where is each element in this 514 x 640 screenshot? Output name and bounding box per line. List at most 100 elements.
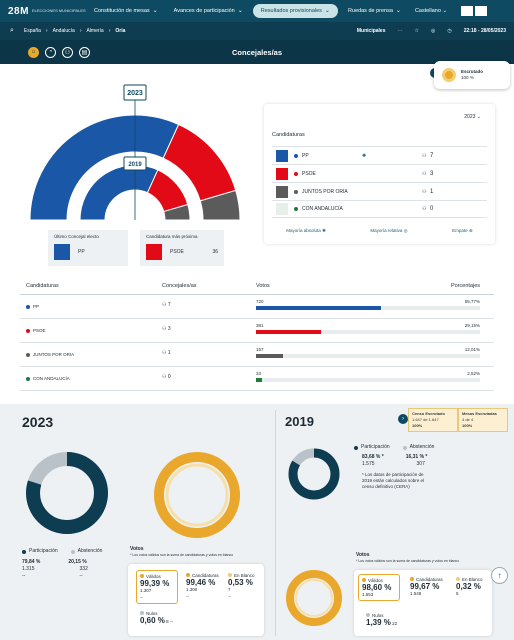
validos-pct: 98,60 %: [362, 583, 392, 592]
party-dot: [26, 328, 30, 333]
people-view-icon[interactable]: ⚇: [62, 46, 73, 58]
logo[interactable]: 28M ELECCIONES MUNICIPALES: [0, 6, 86, 17]
majority-absolute[interactable]: Mayoría absoluta ✺: [286, 228, 326, 233]
nulos-prev: --: [169, 619, 173, 624]
table-row[interactable]: JUNTOS POR ORIA ⚇ 1 157 12,01%: [20, 343, 494, 367]
votes-card-2023: Válidos 99,39 % 1.307 -- Candidaturas 99,46 …: [128, 564, 264, 636]
majority-relative[interactable]: Mayoría relativa ◎: [370, 228, 408, 233]
chevron-down-icon: ⌄: [237, 8, 243, 14]
candidate-row[interactable]: CON ANDALUCÍA ⚇ 0: [272, 200, 487, 218]
blanco-pct: 0,53 %: [228, 578, 253, 587]
seats-view-icon[interactable]: ⌂: [28, 46, 39, 58]
row-party: PSOE: [26, 328, 46, 333]
nulos-cell: Nulos 1,39 % 22: [366, 612, 397, 627]
nav-ruedas[interactable]: Ruedas de prensa ⌄: [340, 0, 409, 22]
party-dot: [294, 207, 298, 211]
validos-prev: --: [140, 595, 143, 600]
main-nav: Constitución de mesas ⌄ Avances de partic…: [86, 0, 409, 22]
seat-segment[interactable]: [79, 164, 159, 221]
col-porcentajes[interactable]: Porcentajes: [450, 282, 480, 289]
chart-view-icon[interactable]: ◔: [45, 46, 56, 58]
nulos-pct: 0,60 %: [140, 616, 165, 625]
document-view-icon[interactable]: ▤: [79, 46, 90, 58]
votos-note: * Los votos válidos son la suma de candi…: [130, 553, 234, 557]
candidate-seats: 7: [430, 152, 434, 159]
next-closest-party: PSOE: [170, 249, 184, 255]
candidate-name: PSOE: [302, 170, 316, 177]
row-bar-track: [256, 330, 480, 334]
year-label-2023: 2023: [127, 90, 143, 97]
star-icon[interactable]: ☆: [414, 28, 419, 34]
row-seats-value: 7: [167, 302, 171, 308]
year-label-box: [123, 84, 147, 101]
person-icon: ⚇: [422, 188, 427, 195]
page-title: Concejales/as: [231, 47, 283, 57]
con-andalucia-logo: [276, 203, 288, 215]
votos-title: Votos: [356, 552, 370, 558]
table-row[interactable]: PP ⚇ 7 720 55,77%: [20, 295, 494, 319]
seat-segment[interactable]: [29, 114, 180, 221]
row-votes: 720: [256, 299, 264, 304]
section-select[interactable]: Municipales: [356, 28, 386, 34]
abstention-label: Abstención: [409, 444, 435, 450]
year-select[interactable]: 2023 ⌄: [464, 114, 481, 120]
tie[interactable]: Empate ⊕: [452, 228, 473, 233]
nav-label: Constitución de mesas: [94, 8, 150, 14]
nulos-dot: [366, 613, 370, 617]
seat-segment[interactable]: [163, 203, 191, 221]
nav-avances[interactable]: Avances de participación ⌄: [166, 0, 251, 22]
candidate-name: CON ANDALUCÍA: [302, 206, 343, 212]
participation-arc: [288, 448, 340, 500]
blanco-cell: En Blanco 0,32 % 5: [456, 576, 483, 597]
share-icon[interactable]: ⋯: [397, 28, 403, 34]
party-dot: [294, 153, 298, 158]
candidate-row[interactable]: PP ✺ ⚇ 7: [272, 146, 487, 164]
chevron-right-icon[interactable]: ›: [398, 414, 408, 424]
year-2023-heading: 2023: [22, 414, 54, 430]
candidate-seats: 3: [430, 170, 434, 177]
escrutado-label: Escrutado: [461, 69, 484, 74]
crumb-espana[interactable]: España: [23, 28, 41, 34]
crumb-oria[interactable]: Oria: [115, 28, 126, 34]
abstention-prev: --: [79, 573, 83, 579]
col-votos[interactable]: Votos: [256, 282, 270, 289]
row-seats-value: 1: [167, 350, 171, 356]
validos-dot: [362, 578, 366, 582]
mesas-sub: 4 de 4: [462, 417, 474, 422]
candidate-row[interactable]: PSOE ⚇ 3: [272, 164, 487, 182]
crumb-separator: ›: [108, 28, 111, 34]
logo-text: 28M: [8, 5, 29, 17]
row-seats: ⚇ 3: [162, 326, 171, 332]
language-select[interactable]: Castellano ⌄: [414, 8, 448, 14]
candidaturas-cell: Candidaturas 99,67 % 1.548: [410, 576, 443, 597]
table-row[interactable]: CON ANDALUCÍA ⚇ 0 33 2,52%: [20, 367, 494, 391]
votos-title: Votos: [130, 546, 144, 552]
nulos-n: 22: [392, 621, 398, 626]
search-icon[interactable]: ⌕: [10, 27, 14, 34]
seat-segment[interactable]: [199, 189, 241, 221]
scroll-top-button[interactable]: ↑: [491, 567, 508, 584]
col-candidaturas[interactable]: Candidaturas: [26, 282, 59, 289]
participation-donut-2023: [26, 452, 108, 534]
table-row[interactable]: PSOE ⚇ 3 381 29,15%: [20, 319, 494, 343]
candidate-row[interactable]: JUNTOS POR ORIA ⚇ 1: [272, 182, 487, 200]
escrutado-value: 100 %: [461, 75, 474, 80]
nav-constitucion[interactable]: Constitución de mesas ⌄: [86, 0, 166, 22]
validos-cell: Válidos 98,60 % 1.553: [358, 574, 400, 601]
validos-label: Válidos: [146, 574, 161, 579]
row-votes: 381: [256, 323, 264, 328]
participation-dot: [354, 445, 358, 450]
validos-label: Válidos: [368, 578, 383, 583]
jpo-logo: [276, 185, 288, 198]
col-concejales[interactable]: Concejales/as: [162, 282, 197, 289]
validos-dot: [140, 574, 144, 578]
crumb-andalucia[interactable]: Andalucía: [52, 28, 75, 34]
nulos-pct: 1,39 %: [366, 618, 391, 627]
next-closest-box: Candidatura más próxima PSOE 36: [140, 230, 224, 266]
crumb-almeria[interactable]: Almería: [86, 28, 104, 34]
nav-resultados[interactable]: Resultados provisionales ⌄: [252, 4, 338, 18]
psoe-logo: [276, 167, 288, 180]
broadcast-icon[interactable]: ◎: [430, 28, 436, 34]
candidaturas-cell: Candidaturas 99,46 % 1.300 --: [186, 572, 219, 600]
person-icon: ⚇: [162, 350, 167, 356]
